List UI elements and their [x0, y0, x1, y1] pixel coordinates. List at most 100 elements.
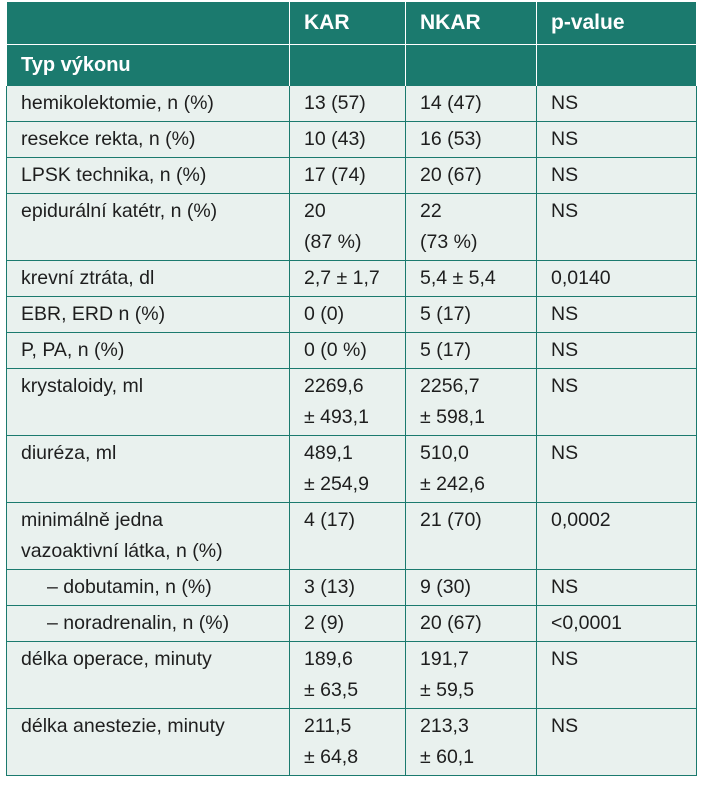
p-value-cell: <0,0001: [536, 605, 697, 642]
cell-line: – noradrenalin, n (%): [47, 612, 230, 634]
cell-line: 191,7: [420, 648, 469, 670]
cell-line: délka anestezie, minuty: [21, 715, 225, 737]
header-row: KAR NKAR p-value: [6, 2, 697, 45]
cell-line: ± 64,8: [304, 746, 359, 768]
kar-value-cell: 2 (9): [289, 605, 406, 642]
cell-line: 0,0140: [551, 267, 611, 289]
cell-line: minimálně jedna: [21, 509, 163, 531]
table-row: délka anestezie, minuty 211,5 ± 64,8 213,3 ±…: [6, 708, 697, 776]
cell-line: vazoaktivní látka, n (%): [21, 540, 223, 562]
nkar-value-cell: 14 (47): [405, 85, 537, 122]
p-value-cell: NS: [536, 85, 697, 122]
nkar-value-cell: 5 (17): [405, 296, 537, 333]
table-row: diuréza, ml 489,1 ± 254,9 510,0 ± 242,6 NS: [6, 435, 697, 503]
kar-value-cell: 3 (13): [289, 569, 406, 606]
header-cell-label: [6, 2, 290, 45]
table-row: – noradrenalin, n (%) 2 (9) 20 (67) <0,0001: [6, 605, 697, 642]
cell-line: 189,6: [304, 648, 353, 670]
table-row: LPSK technika, n (%) 17 (74) 20 (67) NS: [6, 157, 697, 194]
cell-line: P, PA, n (%): [21, 339, 125, 361]
table-row: krevní ztráta, dl 2,7 ± 1,7 5,4 ± 5,4 0,014…: [6, 260, 697, 297]
p-value-cell: NS: [536, 368, 697, 436]
cell-line: 5,4 ± 5,4: [420, 267, 496, 289]
cell-line: krevní ztráta, dl: [21, 267, 155, 289]
cell-line: NS: [551, 375, 579, 397]
data-table-container: KAR NKAR p-value Typ výkonu hemikolektom…: [6, 2, 697, 776]
cell-line: epidurální katétr, n (%): [21, 200, 218, 222]
cell-line: 14 (47): [420, 92, 482, 114]
header-cell-nkar: NKAR: [405, 2, 537, 45]
cell-line: 22: [420, 200, 442, 222]
row-label-cell: délka anestezie, minuty: [6, 708, 290, 776]
cell-line: 16 (53): [420, 128, 482, 150]
p-value-cell: NS: [536, 435, 697, 503]
nkar-value-cell: 5,4 ± 5,4: [405, 260, 537, 297]
cell-line: 5 (17): [420, 303, 471, 325]
cell-line: 0,0002: [551, 509, 611, 531]
section-title: Typ výkonu: [6, 44, 290, 86]
p-value-cell: NS: [536, 332, 697, 369]
cell-line: 4 (17): [304, 509, 355, 531]
table-row: EBR, ERD n (%) 0 (0) 5 (17) NS: [6, 296, 697, 333]
kar-value-cell: 0 (0): [289, 296, 406, 333]
cell-line: 17 (74): [304, 164, 366, 186]
cell-line: NS: [551, 339, 579, 361]
cell-line: 0 (0): [304, 303, 345, 325]
p-value-cell: 0,0002: [536, 502, 697, 570]
p-value-cell: NS: [536, 193, 697, 261]
table-row: minimálně jedna vazoaktivní látka, n (%) 4…: [6, 502, 697, 570]
row-label-cell: LPSK technika, n (%): [6, 157, 290, 194]
kar-value-cell: 13 (57): [289, 85, 406, 122]
p-value-cell: NS: [536, 569, 697, 606]
nkar-value-cell: 9 (30): [405, 569, 537, 606]
cell-line: LPSK technika, n (%): [21, 164, 207, 186]
cell-line: NS: [551, 128, 579, 150]
row-label-cell: krevní ztráta, dl: [6, 260, 290, 297]
cell-line: 211,5: [304, 715, 352, 737]
nkar-value-cell: 2256,7 ± 598,1: [405, 368, 537, 436]
cell-line: 20 (67): [420, 612, 482, 634]
cell-line: 213,3: [420, 715, 469, 737]
table-row: hemikolektomie, n (%) 13 (57) 14 (47) NS: [6, 85, 697, 122]
cell-line: 10 (43): [304, 128, 366, 150]
cell-line: 2 (9): [304, 612, 345, 634]
cell-line: 5 (17): [420, 339, 471, 361]
cell-line: 21 (70): [420, 509, 482, 531]
cell-line: NS: [551, 715, 579, 737]
section-empty-cell: [289, 44, 406, 86]
cell-line: 3 (13): [304, 576, 355, 598]
nkar-value-cell: 191,7 ± 59,5: [405, 641, 537, 709]
nkar-value-cell: 5 (17): [405, 332, 537, 369]
cell-line: 489,1: [304, 442, 353, 464]
cell-line: krystaloidy, ml: [21, 375, 144, 397]
row-label-cell: délka operace, minuty: [6, 641, 290, 709]
cell-line: hemikolektomie, n (%): [21, 92, 214, 114]
kar-value-cell: 0 (0 %): [289, 332, 406, 369]
nkar-value-cell: 21 (70): [405, 502, 537, 570]
nkar-value-cell: 20 (67): [405, 605, 537, 642]
cell-line: 2,7 ± 1,7: [304, 267, 380, 289]
cell-line: 13 (57): [304, 92, 366, 114]
kar-value-cell: 4 (17): [289, 502, 406, 570]
table-row: – dobutamin, n (%) 3 (13) 9 (30) NS: [6, 569, 697, 606]
kar-value-cell: 489,1 ± 254,9: [289, 435, 406, 503]
cell-line: 2269,6: [304, 375, 364, 397]
cell-line: 20 (67): [420, 164, 482, 186]
header-cell-kar: KAR: [289, 2, 406, 45]
table-row: délka operace, minuty 189,6 ± 63,5 191,7 ± 5…: [6, 641, 697, 709]
cell-line: 9 (30): [420, 576, 471, 598]
p-value-cell: NS: [536, 708, 697, 776]
cell-line: ± 63,5: [304, 679, 359, 701]
cell-line: 20: [304, 200, 326, 222]
p-value-cell: 0,0140: [536, 260, 697, 297]
table-row: epidurální katétr, n (%) 20 (87 %) 22 (73 %)…: [6, 193, 697, 261]
row-label-cell: P, PA, n (%): [6, 332, 290, 369]
row-label-cell: EBR, ERD n (%): [6, 296, 290, 333]
cell-line: NS: [551, 442, 579, 464]
kar-value-cell: 2269,6 ± 493,1: [289, 368, 406, 436]
cell-line: 0 (0 %): [304, 339, 367, 361]
kar-value-cell: 17 (74): [289, 157, 406, 194]
cell-line: NS: [551, 200, 579, 222]
cell-line: NS: [551, 303, 579, 325]
cell-line: resekce rekta, n (%): [21, 128, 196, 150]
